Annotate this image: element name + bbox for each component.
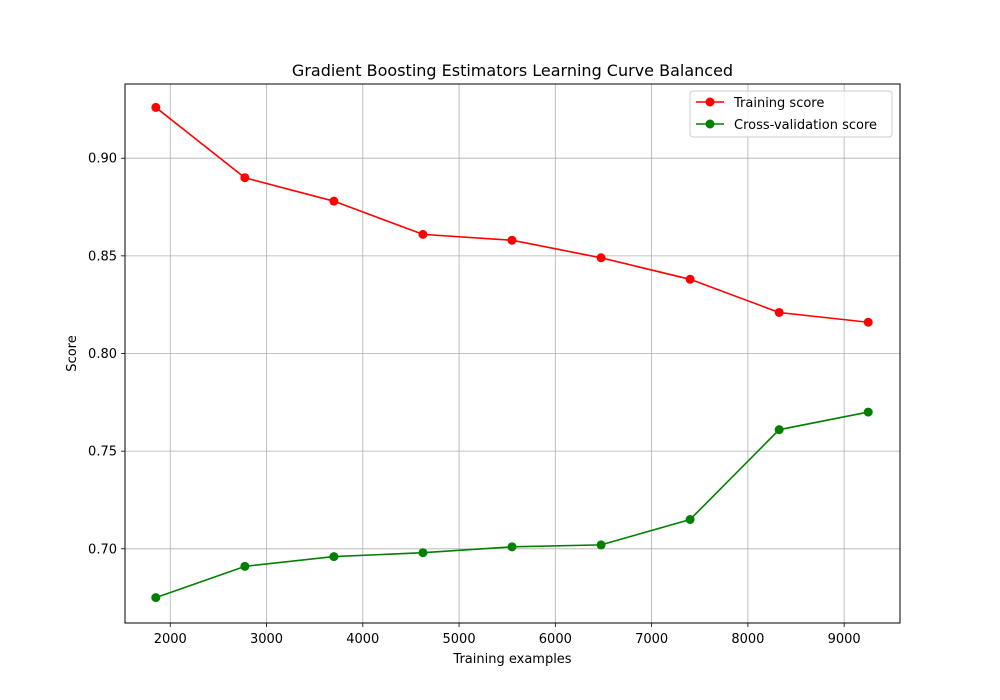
data-point-cv [240, 561, 250, 571]
data-point-training [596, 253, 606, 263]
data-point-training [774, 307, 784, 317]
x-tick-label: 5000 [443, 632, 476, 647]
x-tick-label: 4000 [346, 632, 379, 647]
data-point-cv [151, 593, 161, 603]
y-tick-label: 0.70 [88, 542, 117, 557]
data-point-cv [507, 542, 517, 552]
x-tick-label: 6000 [539, 632, 572, 647]
x-axis-label: Training examples [452, 652, 571, 667]
data-point-training [418, 229, 428, 239]
x-tick-label: 3000 [250, 632, 283, 647]
y-tick-label: 0.90 [88, 152, 117, 167]
legend-label-training: Training score [733, 96, 824, 111]
data-point-cv [418, 548, 428, 558]
data-point-training [151, 102, 161, 112]
x-tick-label: 9000 [828, 632, 861, 647]
y-axis-label: Score [65, 335, 80, 371]
data-point-cv [774, 425, 784, 435]
legend-marker-cv [705, 119, 715, 129]
chart-title: Gradient Boosting Estimators Learning Cu… [292, 61, 733, 80]
data-point-cv [863, 407, 873, 417]
x-tick-label: 2000 [154, 632, 187, 647]
series-layer [151, 102, 873, 603]
data-point-training [507, 235, 517, 245]
data-point-cv [596, 540, 606, 550]
legend-marker-training [705, 97, 715, 107]
data-point-training [685, 274, 695, 284]
legend-box [689, 90, 893, 138]
legend-label-cv: Cross-validation score [734, 118, 877, 133]
y-tick-label: 0.85 [88, 249, 117, 264]
y-tick-label: 0.75 [88, 445, 117, 460]
y-tick-label: 0.80 [88, 347, 117, 362]
data-point-cv [329, 552, 339, 562]
axis-ticks: 2000 3000 4000 5000 6000 7000 8000 9000 0.70 0.75… [88, 152, 861, 647]
x-tick-label: 7000 [635, 632, 668, 647]
x-tick-label: 8000 [731, 632, 764, 647]
data-point-training [329, 196, 339, 206]
legend: Training score Cross-validation score [689, 90, 893, 138]
grid-lines [125, 84, 900, 623]
data-point-training [863, 317, 873, 327]
data-point-training [240, 173, 250, 183]
data-point-cv [685, 514, 695, 524]
